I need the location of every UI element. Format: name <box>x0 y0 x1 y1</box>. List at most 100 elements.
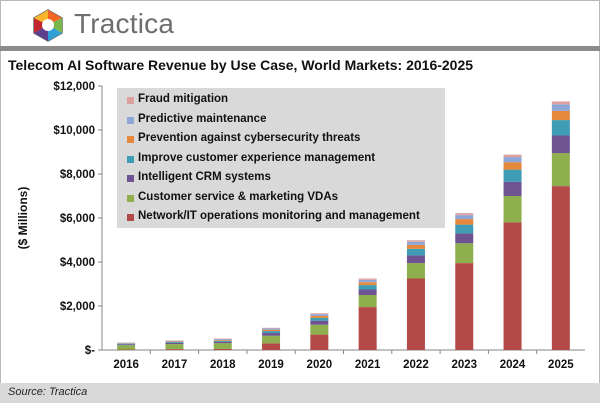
bar-segment-2018-3 <box>213 340 232 342</box>
legend-label: Predictive maintenance <box>138 112 267 125</box>
x-tick-label-2022: 2022 <box>403 359 429 371</box>
bar-segment-2019-3 <box>262 331 281 334</box>
bar-segment-2020-6 <box>310 313 329 315</box>
bar-segment-2018-2 <box>213 341 232 344</box>
bar-segment-2019-5 <box>262 328 281 330</box>
y-axis-label: ($ Millions) <box>16 187 30 250</box>
stacked-bar-chart: ($ Millions) $- $2,000 $4,000 $6,000 $8,000 $1… <box>16 81 585 371</box>
bar-segment-2018-1 <box>213 343 232 349</box>
bar-segment-2017-5 <box>165 340 184 342</box>
bar-segment-2019-0 <box>262 343 281 350</box>
bar-segment-2021-1 <box>358 295 377 308</box>
bar-segment-2020-1 <box>310 324 329 335</box>
bar-segment-2023-4 <box>455 219 474 225</box>
legend-label: Fraud mitigation <box>138 93 229 105</box>
bar-segment-2024-5 <box>503 157 522 163</box>
bar-segment-2019-2 <box>262 333 281 336</box>
chart-title: Telecom AI Software Revenue by Use Case,… <box>8 57 474 73</box>
bar-segment-2017-4 <box>165 341 184 343</box>
bar-segment-2019-6 <box>262 327 281 329</box>
bar-segment-2021-2 <box>358 289 377 295</box>
bar-segment-2016-1 <box>117 345 136 350</box>
bar-segment-2024-4 <box>503 162 522 170</box>
bar-segment-2022-1 <box>406 263 425 279</box>
legend-label: Customer service & marketing VDAs <box>138 190 339 203</box>
x-tick-label-2019: 2019 <box>258 359 284 371</box>
legend-swatch <box>127 116 134 124</box>
y-tick-label: $10,000 <box>53 125 95 137</box>
tractica-hexagon-icon <box>33 9 63 42</box>
legend-label: Network/IT operations monitoring and man… <box>138 210 420 222</box>
legend-swatch <box>127 155 134 163</box>
bar-segment-2021-4 <box>358 282 377 286</box>
y-tick-label: $- <box>85 345 95 357</box>
bar-segment-2021-5 <box>358 279 377 283</box>
bar-segment-2022-0 <box>406 278 425 350</box>
source-bar <box>0 383 600 403</box>
legend-swatch <box>127 136 134 143</box>
bar-segment-2022-4 <box>406 244 425 249</box>
bar-segment-2018-0 <box>213 348 232 350</box>
legend-swatch <box>127 97 134 104</box>
bar-segment-2024-1 <box>503 196 522 223</box>
bar-segment-2023-0 <box>455 263 474 350</box>
x-tick-label-2020: 2020 <box>307 359 333 371</box>
bar-segment-2017-3 <box>165 342 184 343</box>
bar-segment-2018-4 <box>213 339 232 341</box>
x-tick-label-2021: 2021 <box>355 359 381 371</box>
legend-swatch <box>127 214 134 221</box>
bar-segment-2023-2 <box>455 233 474 244</box>
bar-segment-2021-0 <box>358 307 377 350</box>
bar-segment-2025-3 <box>551 120 570 136</box>
bar-segment-2025-4 <box>551 110 570 121</box>
bar-segment-2022-2 <box>406 255 425 264</box>
bar-segment-2019-4 <box>262 329 281 332</box>
bar-segment-2020-3 <box>310 317 329 321</box>
x-tick-label-2024: 2024 <box>500 359 526 371</box>
header-divider <box>0 46 600 51</box>
y-tick-label: $8,000 <box>60 169 95 181</box>
chart-legend: Fraud mitigation Predictive maintenance Pr… <box>117 88 445 228</box>
bar-segment-2023-6 <box>455 213 474 216</box>
bar-segment-2024-2 <box>503 181 522 196</box>
x-tick-label-2016: 2016 <box>113 359 139 371</box>
bar-segment-2022-3 <box>406 248 425 256</box>
bar-segment-2025-5 <box>551 104 570 111</box>
bar-segment-2023-1 <box>455 243 474 264</box>
brand-name: Tractica <box>74 8 175 39</box>
legend-label: Intelligent CRM systems <box>138 171 271 183</box>
bar-segment-2024-0 <box>503 222 522 350</box>
y-tick-label: $12,000 <box>53 81 95 93</box>
bar-segment-2017-1 <box>165 344 184 350</box>
bar-segment-2024-6 <box>503 154 522 158</box>
bar-segment-2021-6 <box>358 278 377 280</box>
y-tick-label: $6,000 <box>60 213 95 225</box>
legend-swatch <box>127 175 134 182</box>
tractica-logo: Tractica <box>30 8 190 42</box>
bar-segment-2025-1 <box>551 153 570 187</box>
bar-segment-2019-1 <box>262 335 281 344</box>
bar-segment-2017-0 <box>165 349 184 350</box>
bar-segment-2020-0 <box>310 334 329 350</box>
bar-segment-2024-3 <box>503 169 522 182</box>
bar-segment-2016-3 <box>117 343 136 345</box>
legend-swatch <box>127 194 134 202</box>
bar-segment-2016-2 <box>117 344 136 346</box>
bar-segment-2018-5 <box>213 339 232 340</box>
bar-segment-2025-0 <box>551 186 570 350</box>
bar-segment-2025-6 <box>551 101 570 105</box>
bar-segment-2021-3 <box>358 285 377 290</box>
x-tick-label-2018: 2018 <box>210 359 236 371</box>
bar-segment-2020-5 <box>310 314 329 316</box>
bar-segment-2020-4 <box>310 315 329 318</box>
bar-segment-2020-2 <box>310 320 329 325</box>
bar-segment-2017-2 <box>165 342 184 345</box>
bar-segment-2022-5 <box>406 241 425 245</box>
legend-label: Improve customer experience management <box>138 151 376 164</box>
x-tick-label-2025: 2025 <box>548 359 574 371</box>
source-note: Source: Tractica <box>8 386 88 398</box>
bar-segment-2022-6 <box>406 240 425 242</box>
legend-label: Prevention against cybersecurity threats <box>138 132 361 144</box>
x-tick-label-2017: 2017 <box>162 359 188 371</box>
bar-segment-2023-3 <box>455 224 474 234</box>
